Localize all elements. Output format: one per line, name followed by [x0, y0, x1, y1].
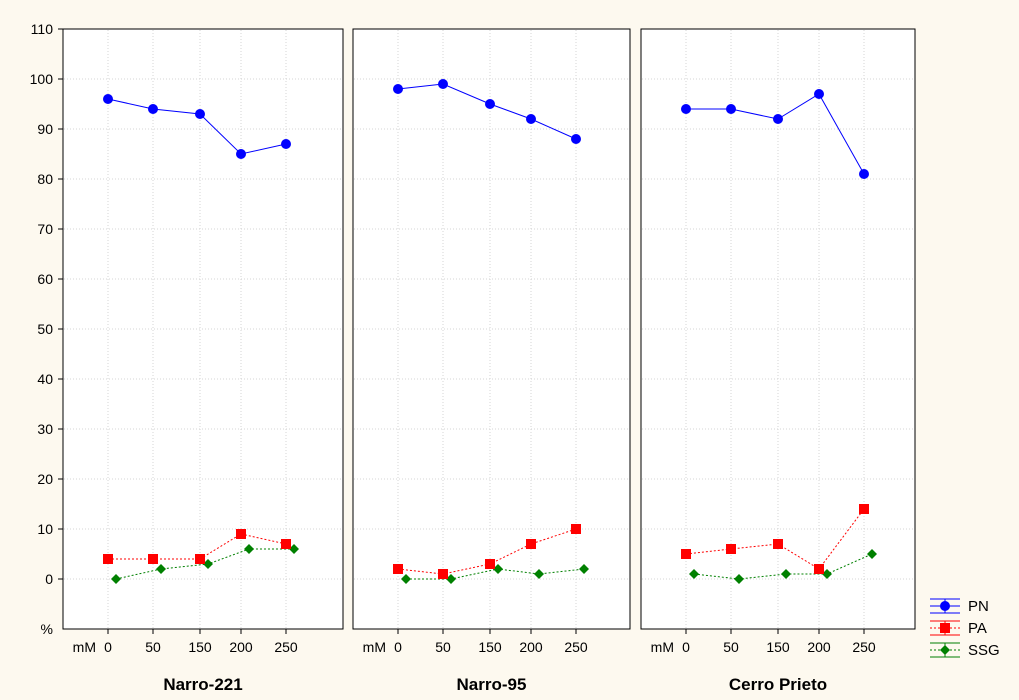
y-tick-label: 10 — [37, 521, 53, 537]
data-point-ssg — [867, 549, 877, 559]
data-point-pa — [814, 564, 824, 574]
legend-marker-pn — [940, 601, 950, 611]
data-point-pn — [726, 104, 736, 114]
data-point-ssg — [289, 544, 299, 554]
data-point-ssg — [244, 544, 254, 554]
data-point-pa — [681, 549, 691, 559]
x-tick-label: 50 — [145, 639, 161, 655]
x-tick-label: 50 — [723, 639, 739, 655]
x-unit-label: mM — [651, 639, 674, 655]
y-tick-label: 100 — [30, 71, 54, 87]
data-point-pn — [859, 169, 869, 179]
data-point-ssg — [446, 574, 456, 584]
x-tick-label: 200 — [807, 639, 831, 655]
data-point-pn — [571, 134, 581, 144]
data-point-pn — [814, 89, 824, 99]
data-point-pa — [148, 554, 158, 564]
legend: PN PA SSG — [930, 598, 1000, 659]
data-point-pa — [195, 554, 205, 564]
y-tick-label: 30 — [37, 421, 53, 437]
y-axis-label: % — [41, 621, 53, 637]
data-point-pn — [526, 114, 536, 124]
data-point-pa — [526, 539, 536, 549]
data-point-pa — [773, 539, 783, 549]
data-point-pn — [438, 79, 448, 89]
x-tick-label: 50 — [435, 639, 451, 655]
x-tick-label: 250 — [852, 639, 876, 655]
data-point-ssg — [781, 569, 791, 579]
y-tick-label: 40 — [37, 371, 53, 387]
panel-title: Narro-95 — [457, 675, 527, 694]
data-point-ssg — [734, 574, 744, 584]
panel-1: 0 50 150 200 250 mM Narro-221 — [62, 28, 344, 694]
data-point-pn — [148, 104, 158, 114]
y-tick-label: 90 — [37, 121, 53, 137]
data-point-ssg — [534, 569, 544, 579]
data-point-ssg — [111, 574, 121, 584]
data-point-pn — [236, 149, 246, 159]
data-point-ssg — [156, 564, 166, 574]
x-tick-label: 150 — [478, 639, 502, 655]
panel-3: 0 50 150 200 250 mM Cerro Prieto — [640, 28, 916, 694]
data-point-pn — [103, 94, 113, 104]
data-point-pa — [571, 524, 581, 534]
panel-title: Cerro Prieto — [729, 675, 827, 694]
data-point-pn — [393, 84, 403, 94]
data-point-pa — [438, 569, 448, 579]
data-point-pa — [726, 544, 736, 554]
legend-label-pn: PN — [968, 598, 989, 615]
x-tick-label: 200 — [229, 639, 253, 655]
x-tick-label: 0 — [104, 639, 112, 655]
legend-marker-pa — [940, 623, 950, 633]
data-point-pa — [485, 559, 495, 569]
x-tick-label: 150 — [766, 639, 790, 655]
data-point-ssg — [822, 569, 832, 579]
data-point-pn — [281, 139, 291, 149]
y-tick-label: 50 — [37, 321, 53, 337]
data-point-ssg — [203, 559, 213, 569]
x-tick-label: 200 — [519, 639, 543, 655]
data-point-ssg — [579, 564, 589, 574]
x-tick-label: 250 — [564, 639, 588, 655]
data-point-pn — [485, 99, 495, 109]
data-point-ssg — [689, 569, 699, 579]
x-unit-label: mM — [363, 639, 386, 655]
data-point-pn — [773, 114, 783, 124]
data-point-pa — [393, 564, 403, 574]
x-tick-label: 250 — [274, 639, 298, 655]
y-tick-label: 20 — [37, 471, 53, 487]
y-tick-label: 110 — [31, 21, 54, 37]
y-tick-label: 0 — [45, 571, 53, 587]
data-point-pa — [281, 539, 291, 549]
y-tick-label: 60 — [37, 271, 53, 287]
data-point-ssg — [493, 564, 503, 574]
data-point-ssg — [401, 574, 411, 584]
data-point-pn — [681, 104, 691, 114]
panel-2: 0 50 150 200 250 mM Narro-95 — [352, 28, 631, 694]
x-tick-label: 150 — [188, 639, 212, 655]
x-tick-label: 0 — [394, 639, 402, 655]
y-tick-label: 70 — [37, 221, 53, 237]
x-tick-label: 0 — [682, 639, 690, 655]
legend-label-ssg: SSG — [968, 642, 1000, 659]
data-point-pa — [236, 529, 246, 539]
data-point-pa — [103, 554, 113, 564]
y-tick-label: 80 — [37, 171, 53, 187]
panel-title: Narro-221 — [163, 675, 242, 694]
legend-marker-ssg — [940, 645, 950, 655]
data-point-pn — [195, 109, 205, 119]
data-point-pa — [859, 504, 869, 514]
legend-label-pa: PA — [968, 620, 987, 637]
x-unit-label: mM — [73, 639, 96, 655]
